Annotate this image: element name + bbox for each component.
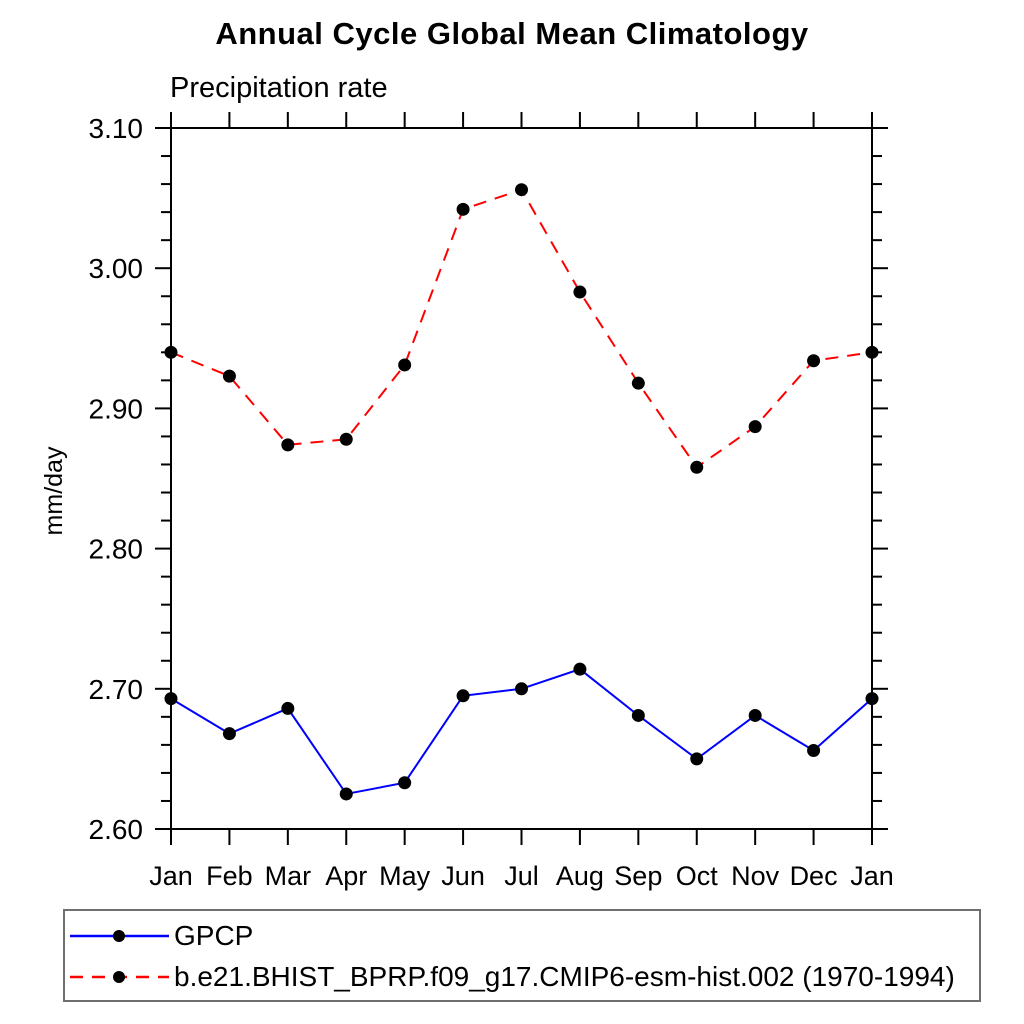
svg-text:Oct: Oct bbox=[676, 861, 719, 891]
svg-text:Mar: Mar bbox=[265, 861, 312, 891]
legend-label-model: b.e21.BHIST_BPRP.f09_g17.CMIP6-esm-hist.… bbox=[174, 961, 955, 992]
legend-item-model: b.e21.BHIST_BPRP.f09_g17.CMIP6-esm-hist.… bbox=[67, 963, 955, 991]
svg-text:Jul: Jul bbox=[504, 861, 539, 891]
svg-text:Sep: Sep bbox=[614, 861, 662, 891]
svg-text:3.00: 3.00 bbox=[89, 253, 144, 284]
legend-box: GPCP b.e21.BHIST_BPRP.f09_g17.CMIP6-esm-… bbox=[63, 909, 981, 1002]
svg-text:Nov: Nov bbox=[731, 861, 780, 891]
chart-title: Annual Cycle Global Mean Climatology bbox=[215, 16, 809, 51]
legend-item-gpcp: GPCP bbox=[67, 922, 253, 950]
svg-text:Jan: Jan bbox=[850, 861, 894, 891]
svg-text:Jan: Jan bbox=[149, 861, 193, 891]
svg-text:Aug: Aug bbox=[556, 861, 604, 891]
svg-text:Feb: Feb bbox=[206, 861, 253, 891]
series-model bbox=[164, 183, 879, 474]
svg-text:2.60: 2.60 bbox=[89, 814, 144, 845]
svg-text:2.70: 2.70 bbox=[89, 674, 144, 705]
chart-subtitle: Precipitation rate bbox=[170, 72, 388, 104]
svg-text:2.80: 2.80 bbox=[89, 534, 144, 565]
svg-text:Jun: Jun bbox=[441, 861, 485, 891]
axis-tick-labels: 2.60 2.70 2.80 2.90 3.00 3.10 Jan Feb Mar Apr May J… bbox=[89, 113, 894, 891]
svg-text:Dec: Dec bbox=[790, 861, 838, 891]
legend-key-dashed-line-icon bbox=[70, 971, 169, 983]
axes bbox=[155, 112, 888, 845]
legend-label-gpcp: GPCP bbox=[174, 920, 254, 951]
series-gpcp bbox=[164, 662, 879, 801]
svg-text:Apr: Apr bbox=[325, 861, 367, 891]
svg-text:2.90: 2.90 bbox=[89, 393, 144, 424]
legend-key-solid-line-icon bbox=[70, 930, 169, 942]
svg-text:3.10: 3.10 bbox=[89, 113, 144, 144]
svg-text:May: May bbox=[379, 861, 431, 891]
